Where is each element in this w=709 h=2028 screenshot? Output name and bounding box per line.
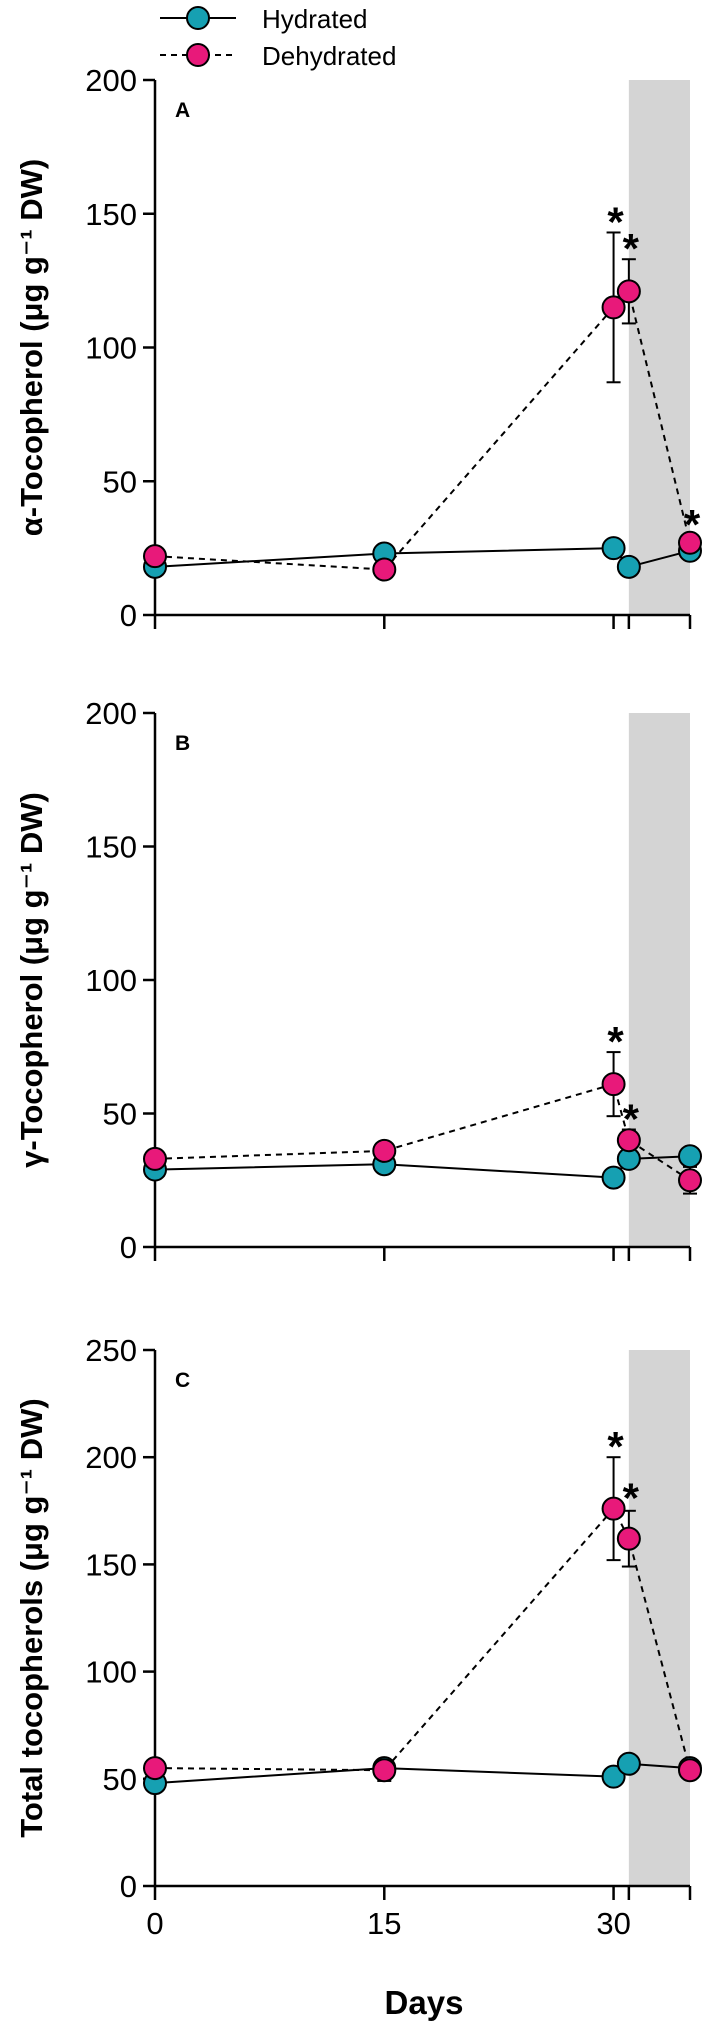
significance-asterisk: * <box>607 198 624 245</box>
panel-c: 0 50 100 150 200 250 0 15 30 Total tocopherols (μ… <box>14 1333 702 1941</box>
panel-label: A <box>175 99 190 122</box>
y-tick-label: 0 <box>120 1230 137 1265</box>
y-tick-label: 50 <box>103 464 137 499</box>
dehydrated-point <box>372 1138 397 1163</box>
y-axis-title: Total tocopherols (μg g⁻¹ DW) <box>14 1398 49 1837</box>
significance-asterisk: * <box>623 225 640 272</box>
dehydrated-series-line <box>154 1506 691 1772</box>
y-tick-label: 50 <box>103 1097 137 1132</box>
dehydrated-point <box>678 530 702 555</box>
y-tick-label: 50 <box>103 1762 137 1797</box>
dehydrated-point <box>372 557 397 582</box>
y-tick-label: 0 <box>120 598 137 633</box>
hydrated-point <box>616 554 641 579</box>
hydrated-point <box>601 536 626 561</box>
hydrated-point <box>601 1764 626 1789</box>
dehydrated-series-line <box>154 1082 691 1182</box>
panel-label: B <box>175 732 190 755</box>
significance-asterisk: * <box>623 1475 640 1522</box>
y-axis-title: γ-Tocopherol (μg g⁻¹ DW) <box>14 792 49 1168</box>
y-tick-label: 150 <box>85 197 137 232</box>
dehydrated-point <box>143 1146 167 1171</box>
x-tick-label: 0 <box>146 1906 163 1941</box>
significance-asterisk: * <box>607 1423 624 1470</box>
hydrated-point <box>601 1165 626 1190</box>
y-axis-title: α-Tocopherol (μg g⁻¹ DW) <box>14 159 49 537</box>
significance-asterisk: * <box>684 501 701 548</box>
panel-label: C <box>175 1369 190 1392</box>
y-tick-label: 150 <box>85 1547 137 1582</box>
dehydrated-series-line <box>154 289 691 571</box>
dehydrated-point <box>601 1496 626 1521</box>
dehydrated-point <box>372 1758 397 1783</box>
hydrated-point <box>678 1144 702 1169</box>
legend-dehydrated-marker <box>186 43 210 67</box>
x-axis-title: Days <box>385 1984 464 2021</box>
dehydrated-point <box>678 1168 702 1193</box>
y-tick-label: 200 <box>85 1440 137 1475</box>
dehydrated-point <box>601 295 626 320</box>
legend-hydrated-marker <box>186 6 210 30</box>
dehydrated-point <box>616 279 641 304</box>
significance-asterisk: * <box>623 1096 640 1143</box>
y-tick-label: 200 <box>85 696 137 731</box>
hydrated-point <box>616 1751 641 1776</box>
legend-hydrated-label: Hydrated <box>262 4 368 34</box>
legend-dehydrated-label: Dehydrated <box>262 41 396 71</box>
dehydrated-point <box>616 1128 641 1153</box>
shaded-region <box>628 80 690 615</box>
dehydrated-point <box>143 1756 167 1781</box>
significance-asterisk: * <box>607 1018 624 1065</box>
y-tick-label: 100 <box>85 331 137 366</box>
y-tick-label: 100 <box>85 1655 137 1690</box>
y-tick-label: 200 <box>85 63 137 98</box>
x-tick-label: 15 <box>367 1906 401 1941</box>
dehydrated-point <box>678 1758 702 1783</box>
legend: Hydrated Dehydrated <box>160 4 396 71</box>
y-tick-label: 100 <box>85 963 137 998</box>
shaded-region <box>628 713 690 1247</box>
y-tick-label: 0 <box>120 1869 137 1904</box>
dehydrated-point <box>601 1072 626 1097</box>
dehydrated-point <box>616 1526 641 1551</box>
dehydrated-point <box>143 544 167 569</box>
x-tick-label: 30 <box>596 1906 630 1941</box>
y-tick-label: 150 <box>85 830 137 865</box>
y-tick-label: 250 <box>85 1333 137 1368</box>
panel-b: 0 50 100 150 200 γ-Tocopherol (μg g⁻¹ DW) B * * <box>14 696 702 1265</box>
shaded-region <box>628 1350 690 1886</box>
